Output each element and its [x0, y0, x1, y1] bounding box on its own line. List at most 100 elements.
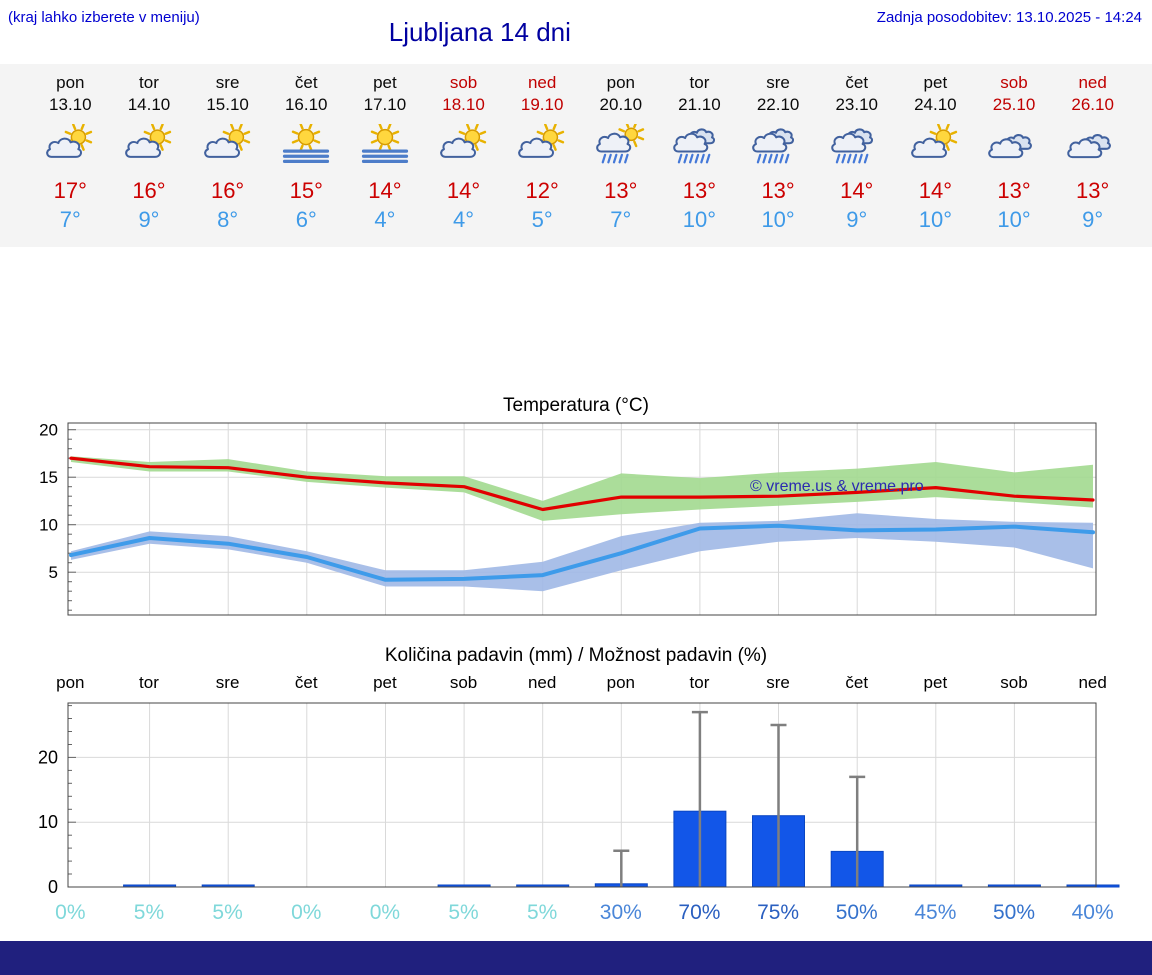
day-name: pon [56, 73, 85, 92]
page-header: (kraj lahko izberete v meniju) Ljubljana… [0, 0, 1152, 64]
precip-probability: 50% [835, 901, 878, 925]
forecast-day-20.10[interactable]: pon 20.10 13° 7° [581, 72, 660, 233]
day-name: čet [294, 73, 318, 92]
svg-text:20: 20 [39, 421, 58, 440]
forecast-day-19.10[interactable]: ned 19.10 12° 5° [503, 72, 582, 233]
sun-cloud-glyph [46, 123, 93, 158]
last-update-label: Zadnja posodobitev: 13.10.2025 - 14:24 [876, 9, 1142, 26]
svg-text:10: 10 [39, 516, 58, 535]
precip-day-label: pet [923, 673, 948, 693]
cloudy-glyph [988, 133, 1032, 158]
high-temp: 14° [840, 178, 874, 204]
precip-probability: 40% [1071, 901, 1114, 925]
cloud-rain-glyph [830, 128, 873, 164]
day-date: 23.10 [835, 95, 878, 115]
precip-day-label: čet [845, 673, 869, 693]
forecast-strip: pon 13.10 17° 7° tor 14.10 16° 9° sre 15.10 16° 8° č… [0, 64, 1152, 248]
precip-probability: 0% [291, 901, 322, 925]
sun-rain-glyph [595, 123, 644, 164]
temperature-chart-title: Temperatura (°C) [503, 395, 649, 417]
day-date: 26.10 [1071, 95, 1114, 115]
high-temp: 14° [368, 178, 402, 204]
low-temp: 10° [918, 207, 952, 233]
precip-probability: 0% [369, 901, 401, 925]
high-temp: 13° [604, 178, 638, 204]
high-temp: 16° [210, 178, 245, 204]
svg-text:20: 20 [38, 748, 58, 768]
day-date: 13.10 [49, 95, 92, 115]
precip-day-label: čet [294, 673, 318, 693]
svg-text:5: 5 [49, 563, 58, 582]
sun-cloud-glyph [203, 123, 250, 158]
cloud-rain-icon [739, 120, 818, 170]
precip-day-label: sre [215, 673, 240, 693]
footer-bar [0, 941, 1152, 975]
precip-day-label: tor [689, 673, 710, 693]
day-date: 24.10 [914, 95, 957, 115]
precip-probability: 5% [212, 901, 243, 925]
precipitation-section: Količina padavin (mm) / Možnost padavin … [0, 645, 1152, 931]
low-temp: 9° [1082, 207, 1104, 233]
sun-cloud-glyph [439, 123, 486, 158]
precip-probability-row: 0% 5% 5% 0% 0% 5% 5% 30% 70% 75% 50% 45% 50% 40% [0, 901, 1152, 931]
day-date: 19.10 [520, 95, 564, 115]
cloudy-icon [1053, 120, 1132, 170]
precip-probability: 5% [133, 901, 165, 925]
forecast-day-26.10[interactable]: ned 26.10 13° 9° [1053, 72, 1132, 233]
precip-probability: 5% [526, 901, 558, 925]
precip-day-label: sre [766, 673, 790, 693]
svg-text:15: 15 [39, 468, 58, 487]
high-temp: 17° [53, 178, 87, 204]
day-date: 20.10 [599, 95, 643, 115]
svg-text:10: 10 [38, 812, 58, 832]
day-name: pet [373, 73, 397, 92]
precip-day-label: pon [56, 673, 85, 693]
forecast-day-15.10[interactable]: sre 15.10 16° 8° [188, 72, 267, 233]
sun-fog-glyph [283, 123, 330, 163]
cloud-rain-icon [817, 120, 896, 170]
forecast-day-14.10[interactable]: tor 14.10 16° 9° [110, 72, 189, 233]
sun-rain-icon [581, 120, 660, 170]
forecast-day-16.10[interactable]: čet 16.10 15° 6° [267, 72, 346, 233]
forecast-day-13.10[interactable]: pon 13.10 17° 7° [31, 72, 110, 233]
high-temp: 14° [918, 178, 952, 204]
low-temp: 4° [374, 207, 396, 233]
precip-probability: 5% [448, 901, 479, 925]
day-name: ned [527, 73, 557, 92]
day-name: pet [923, 73, 948, 92]
cloudy-icon [975, 120, 1054, 170]
precip-probability: 0% [55, 901, 86, 925]
precip-probability: 70% [678, 901, 721, 925]
high-temp: 13° [682, 178, 717, 204]
sun-fog-icon [346, 120, 425, 170]
forecast-day-25.10[interactable]: sob 25.10 13° 10° [975, 72, 1054, 233]
page-title: Ljubljana 14 dni [388, 17, 571, 47]
day-name: tor [689, 73, 710, 92]
sun-cloud-glyph [125, 123, 172, 158]
sun-cloud-glyph [911, 123, 958, 158]
cloudy-glyph [1066, 133, 1111, 158]
day-date: 18.10 [442, 95, 485, 115]
low-temp: 4° [453, 207, 475, 233]
low-temp: 8° [217, 207, 239, 233]
precip-day-label: pet [373, 673, 397, 693]
temperature-chart: © vreme.us & vreme.pro 5 10 15 20 [39, 421, 1097, 616]
precip-day-labels-row: pon tor sre čet pet sob ned pon tor sre čet pet sob n… [0, 673, 1152, 695]
forecast-day-23.10[interactable]: čet 23.10 14° 9° [817, 72, 896, 233]
forecast-day-18.10[interactable]: sob 18.10 14° 4° [424, 72, 503, 233]
forecast-day-17.10[interactable]: pet 17.10 14° 4° [346, 72, 425, 233]
precip-day-label: ned [527, 673, 557, 693]
high-temp: 16° [132, 178, 166, 204]
watermark-link[interactable]: © vreme.us & vreme.pro [750, 478, 924, 495]
forecast-day-24.10[interactable]: pet 24.10 14° 10° [896, 72, 975, 233]
forecast-day-22.10[interactable]: sre 22.10 13° 10° [739, 72, 818, 233]
low-temp: 7° [610, 207, 632, 233]
precip-probability: 45% [914, 901, 957, 925]
high-temp: 13° [997, 178, 1031, 204]
cloud-rain-icon [660, 120, 739, 170]
day-name: sre [766, 73, 790, 92]
precip-day-label: sob [449, 673, 478, 693]
sun-fog-icon [267, 120, 346, 170]
forecast-day-21.10[interactable]: tor 21.10 13° 10° [660, 72, 739, 233]
